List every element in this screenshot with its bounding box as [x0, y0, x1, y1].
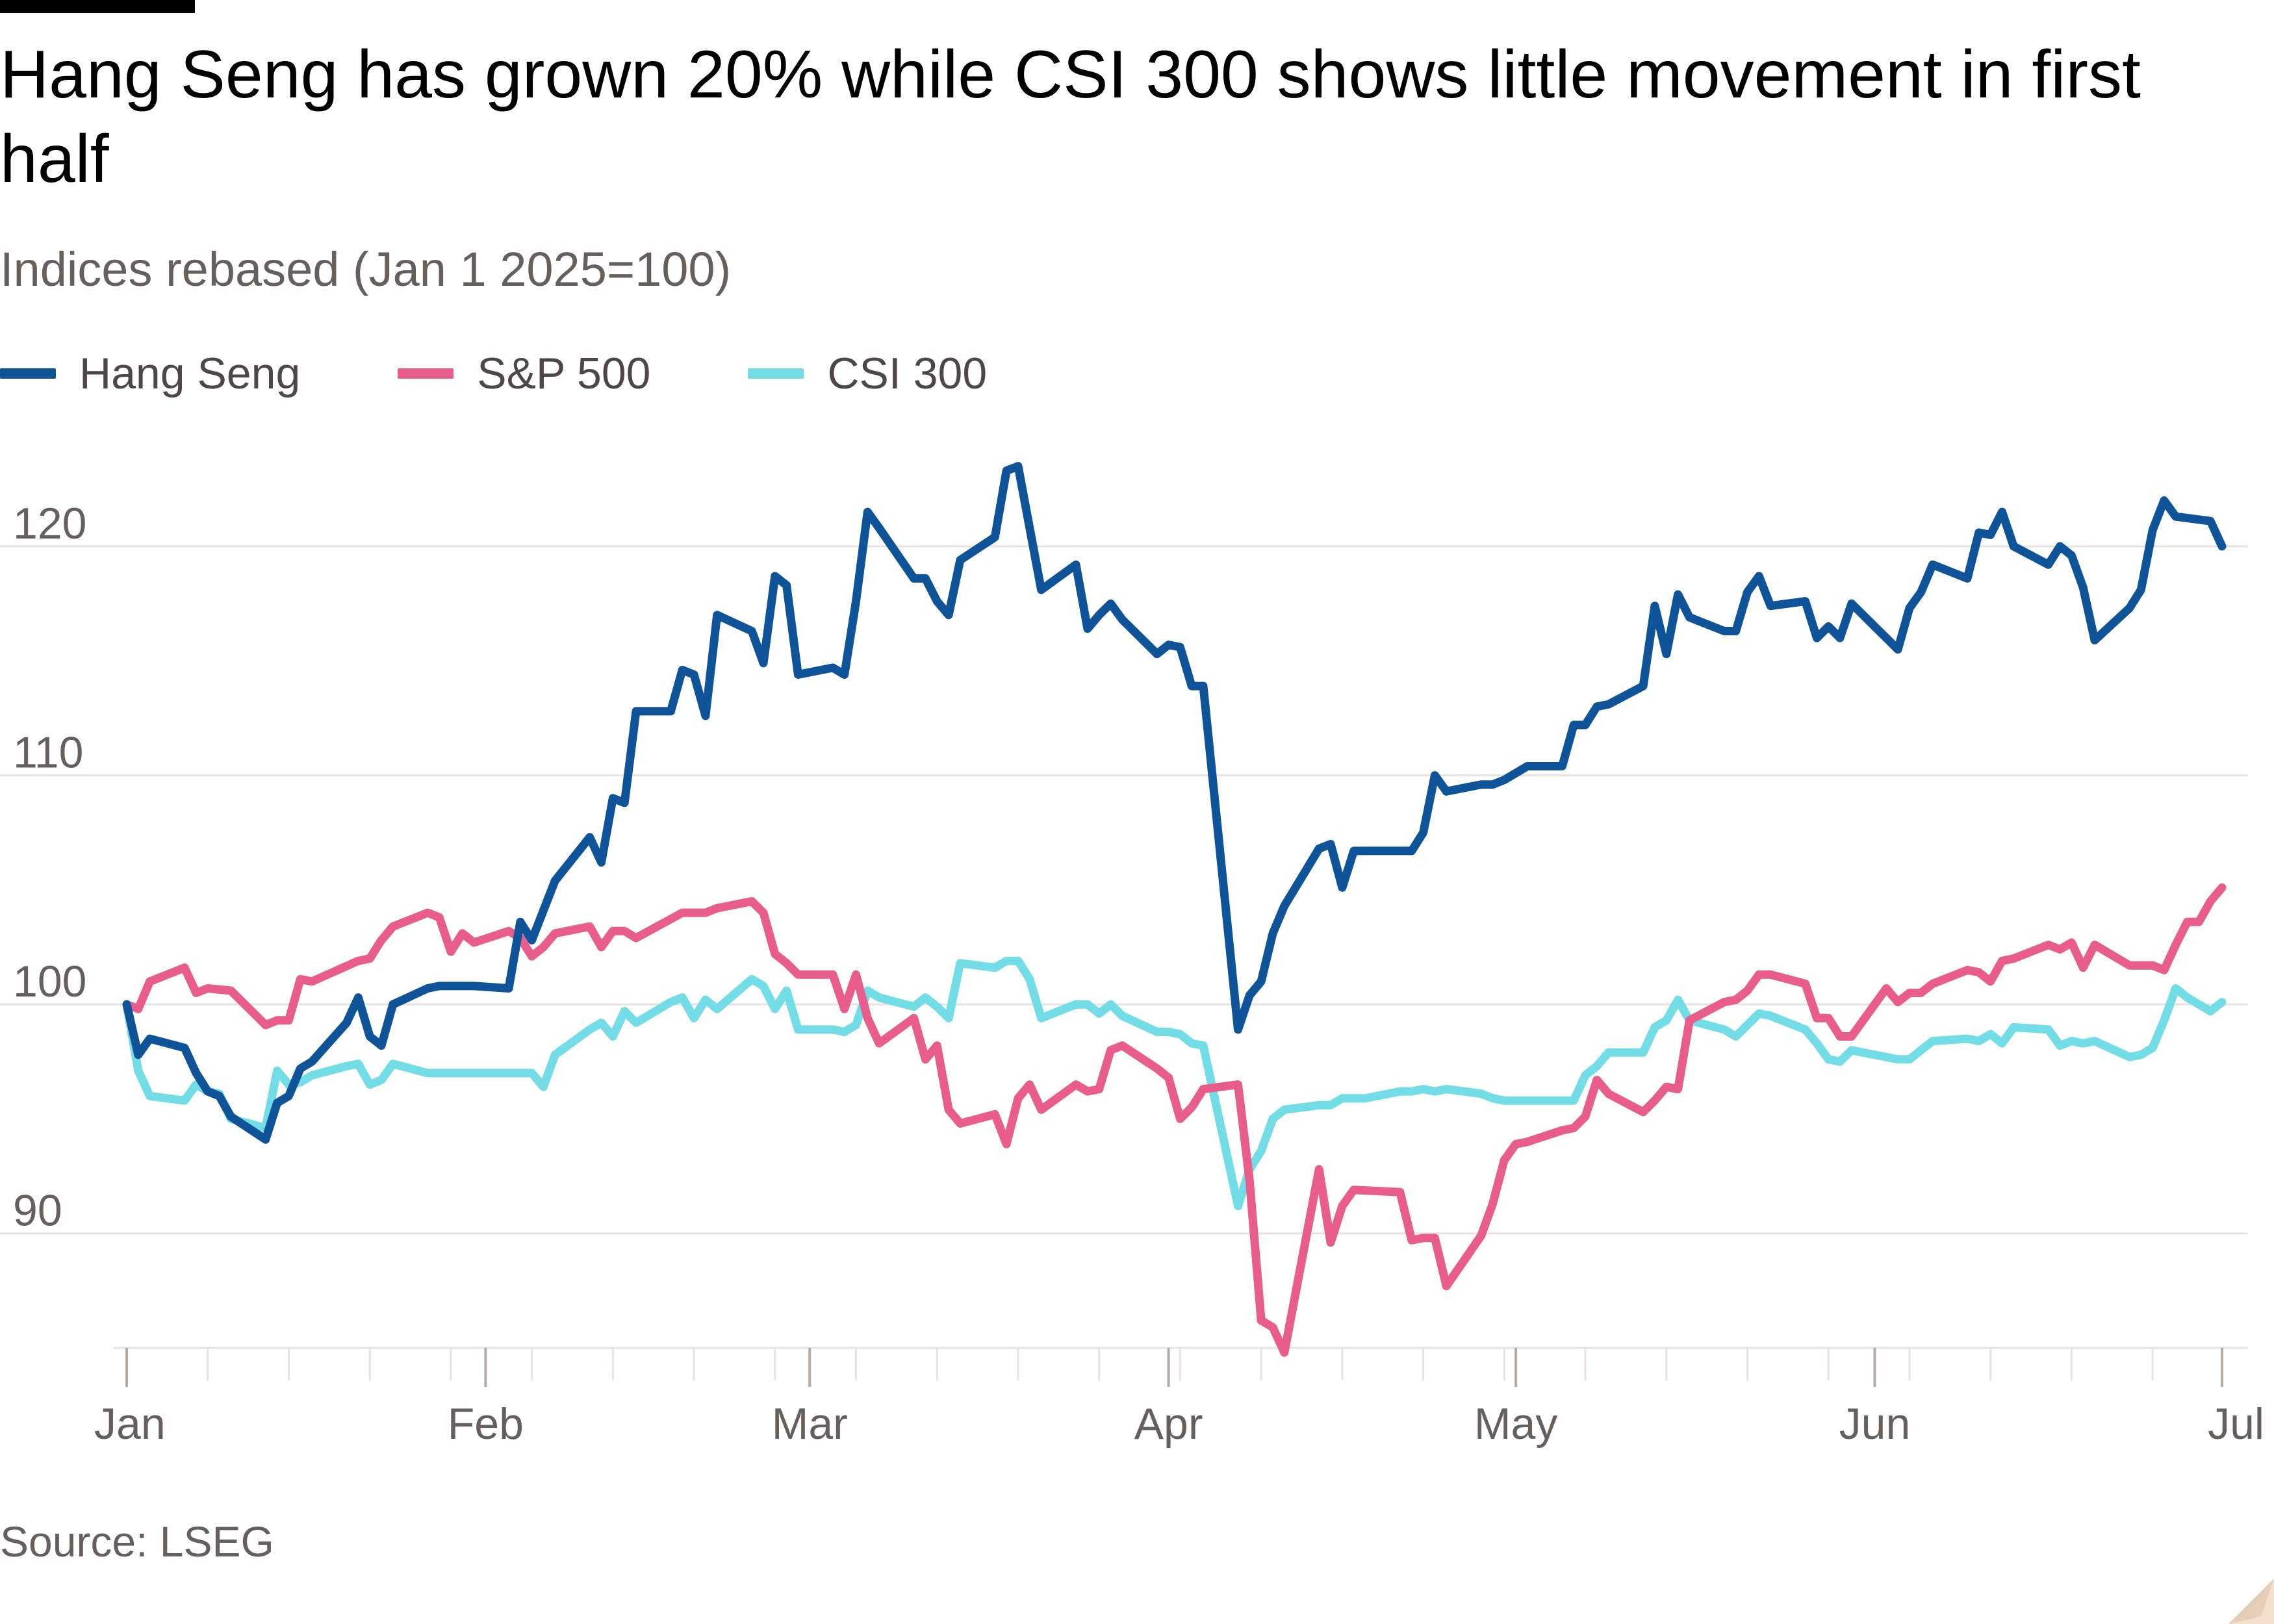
source-note: Source: LSEG [0, 1517, 274, 1566]
legend-label-csi300: CSI 300 [827, 349, 988, 398]
y-tick-label-100: 100 [13, 957, 86, 1006]
gridlines [0, 545, 2248, 1235]
legend-item-sp500: S&P 500 [398, 348, 650, 399]
y-tick-label-120: 120 [13, 499, 86, 548]
x-tick-label-jan: Jan [94, 1399, 166, 1449]
x-tick-label-may: May [1474, 1399, 1557, 1449]
legend-label-hang-seng: Hang Seng [79, 349, 301, 398]
legend-label-sp500: S&P 500 [477, 349, 651, 398]
x-tick-label-jun: Jun [1839, 1399, 1911, 1449]
series-lines [122, 462, 2227, 1357]
chart-title: Hang Seng has grown 20% while CSI 300 sh… [0, 37, 2141, 197]
legend-item-csi300: CSI 300 [748, 348, 987, 399]
x-tick-label-jul: Jul [2208, 1399, 2264, 1449]
chart-subtitle: Indices rebased (Jan 1 2025=100) [0, 242, 732, 296]
legend-swatch-csi300 [748, 368, 804, 379]
y-tick-label-110: 110 [13, 728, 83, 778]
y-tick-label-90: 90 [13, 1186, 62, 1236]
legend: Hang Seng S&P 500 CSI 300 [0, 344, 1084, 403]
x-tick-label-apr: Apr [1134, 1399, 1203, 1449]
legend-swatch-sp500 [398, 368, 454, 379]
brand-bar [0, 0, 195, 13]
x-tick-label-feb: Feb [448, 1399, 524, 1449]
page-curl-icon [2229, 1579, 2274, 1624]
legend-swatch-hang-seng [0, 368, 56, 379]
x-axis: Jan Feb Mar Apr May Jun Jul [94, 1347, 2264, 1449]
x-tick-label-mar: Mar [772, 1399, 848, 1449]
y-axis: 90 100 110 120 [13, 499, 86, 1236]
series-line-s-p-500 [122, 883, 2227, 1357]
series-line-hang-seng [122, 462, 2227, 1144]
legend-item-hang-seng: Hang Seng [0, 348, 300, 399]
series-line-csi-300 [122, 956, 2227, 1210]
